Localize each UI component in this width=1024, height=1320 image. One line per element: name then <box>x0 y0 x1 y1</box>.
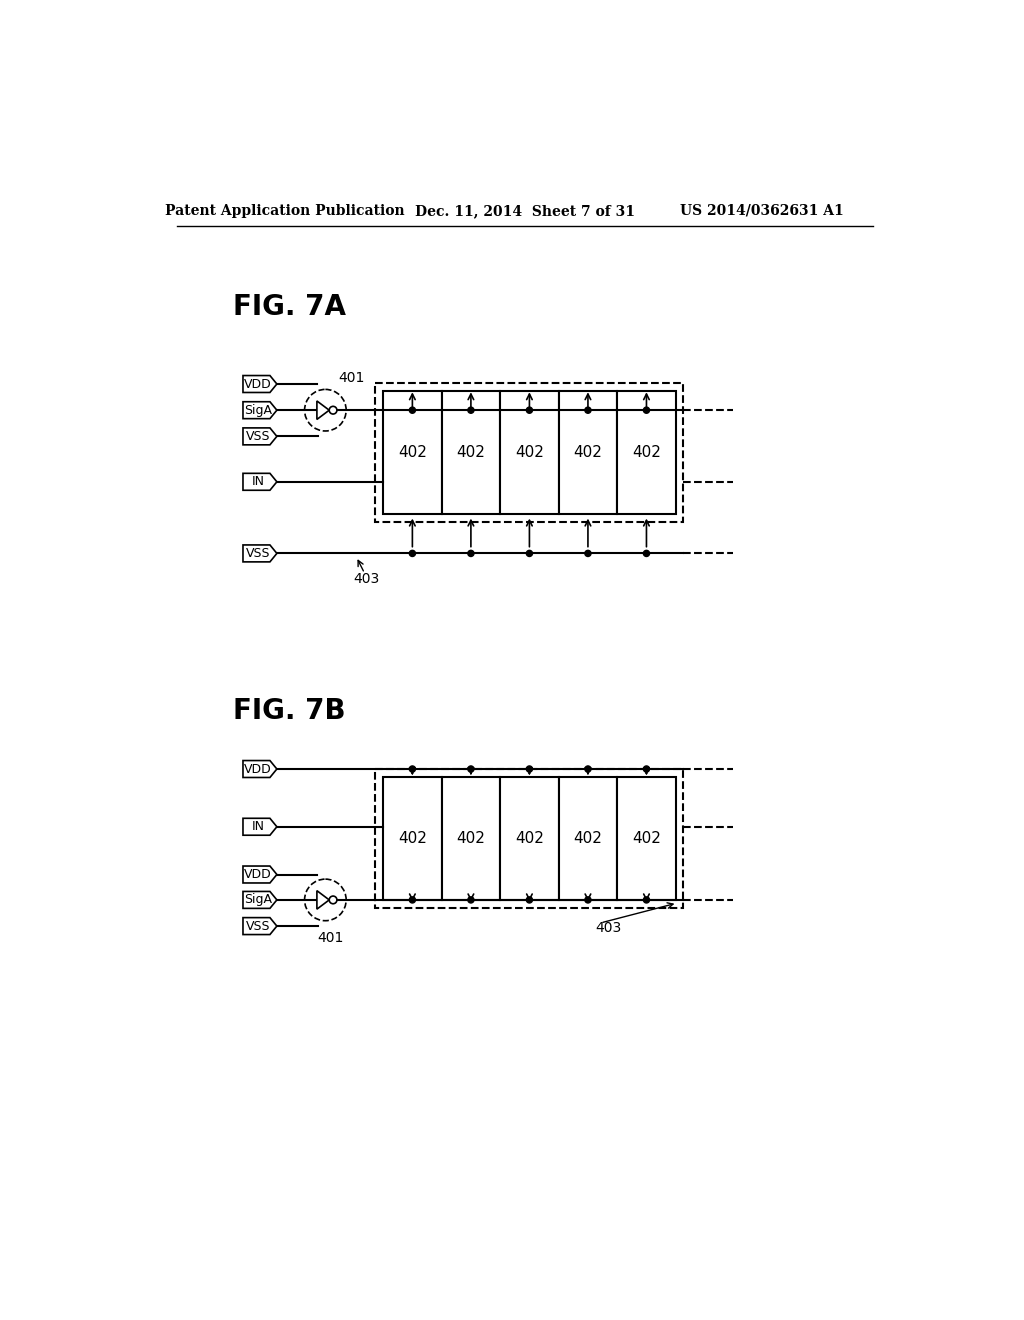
Circle shape <box>410 550 416 557</box>
Text: 402: 402 <box>398 830 427 846</box>
Bar <box>617 776 676 900</box>
Circle shape <box>585 896 591 903</box>
Polygon shape <box>316 401 330 420</box>
Text: IN: IN <box>252 475 264 488</box>
Text: 401: 401 <box>339 371 365 385</box>
Bar <box>441 776 500 900</box>
Bar <box>617 391 676 515</box>
Circle shape <box>643 766 649 772</box>
Circle shape <box>468 407 474 413</box>
Text: Patent Application Publication: Patent Application Publication <box>165 203 404 218</box>
Polygon shape <box>243 818 276 836</box>
Circle shape <box>330 896 337 904</box>
Text: VDD: VDD <box>245 378 272 391</box>
Circle shape <box>410 896 416 903</box>
Polygon shape <box>243 428 276 445</box>
Text: 402: 402 <box>457 445 485 461</box>
Text: SigA: SigA <box>244 404 272 417</box>
Bar <box>441 391 500 515</box>
Text: 402: 402 <box>398 445 427 461</box>
Circle shape <box>330 407 337 414</box>
Polygon shape <box>316 891 330 909</box>
Circle shape <box>643 550 649 557</box>
Circle shape <box>585 550 591 557</box>
Circle shape <box>526 550 532 557</box>
Text: Dec. 11, 2014  Sheet 7 of 31: Dec. 11, 2014 Sheet 7 of 31 <box>415 203 635 218</box>
Text: 402: 402 <box>632 445 660 461</box>
Text: VSS: VSS <box>246 546 270 560</box>
Polygon shape <box>243 760 276 777</box>
Text: VSS: VSS <box>246 920 270 933</box>
Text: IN: IN <box>252 820 264 833</box>
Circle shape <box>410 407 416 413</box>
Bar <box>376 383 683 521</box>
Text: VDD: VDD <box>245 763 272 776</box>
Bar <box>383 776 441 900</box>
Circle shape <box>585 766 591 772</box>
Circle shape <box>526 766 532 772</box>
Bar <box>500 776 559 900</box>
Circle shape <box>468 550 474 557</box>
Circle shape <box>468 896 474 903</box>
Bar <box>559 776 617 900</box>
Text: US 2014/0362631 A1: US 2014/0362631 A1 <box>680 203 844 218</box>
Text: 403: 403 <box>595 921 622 936</box>
Polygon shape <box>243 376 276 392</box>
Bar <box>559 391 617 515</box>
Text: VSS: VSS <box>246 430 270 444</box>
Text: 402: 402 <box>573 830 602 846</box>
Text: 402: 402 <box>515 445 544 461</box>
Text: 402: 402 <box>632 830 660 846</box>
Text: 402: 402 <box>573 445 602 461</box>
Text: 402: 402 <box>515 830 544 846</box>
Polygon shape <box>243 474 276 490</box>
Text: 402: 402 <box>457 830 485 846</box>
Circle shape <box>526 896 532 903</box>
Bar <box>383 391 441 515</box>
Bar <box>500 391 559 515</box>
Polygon shape <box>243 917 276 935</box>
Text: SigA: SigA <box>244 894 272 907</box>
Circle shape <box>410 766 416 772</box>
Circle shape <box>585 407 591 413</box>
Polygon shape <box>243 866 276 883</box>
Polygon shape <box>243 401 276 418</box>
Circle shape <box>643 407 649 413</box>
Text: VDD: VDD <box>245 869 272 880</box>
Text: FIG. 7B: FIG. 7B <box>233 697 345 725</box>
Circle shape <box>526 407 532 413</box>
Text: 403: 403 <box>353 572 379 586</box>
Polygon shape <box>243 545 276 562</box>
Circle shape <box>468 766 474 772</box>
Bar <box>376 770 683 908</box>
Text: 401: 401 <box>317 932 344 945</box>
Circle shape <box>643 896 649 903</box>
Text: FIG. 7A: FIG. 7A <box>233 293 346 321</box>
Polygon shape <box>243 891 276 908</box>
